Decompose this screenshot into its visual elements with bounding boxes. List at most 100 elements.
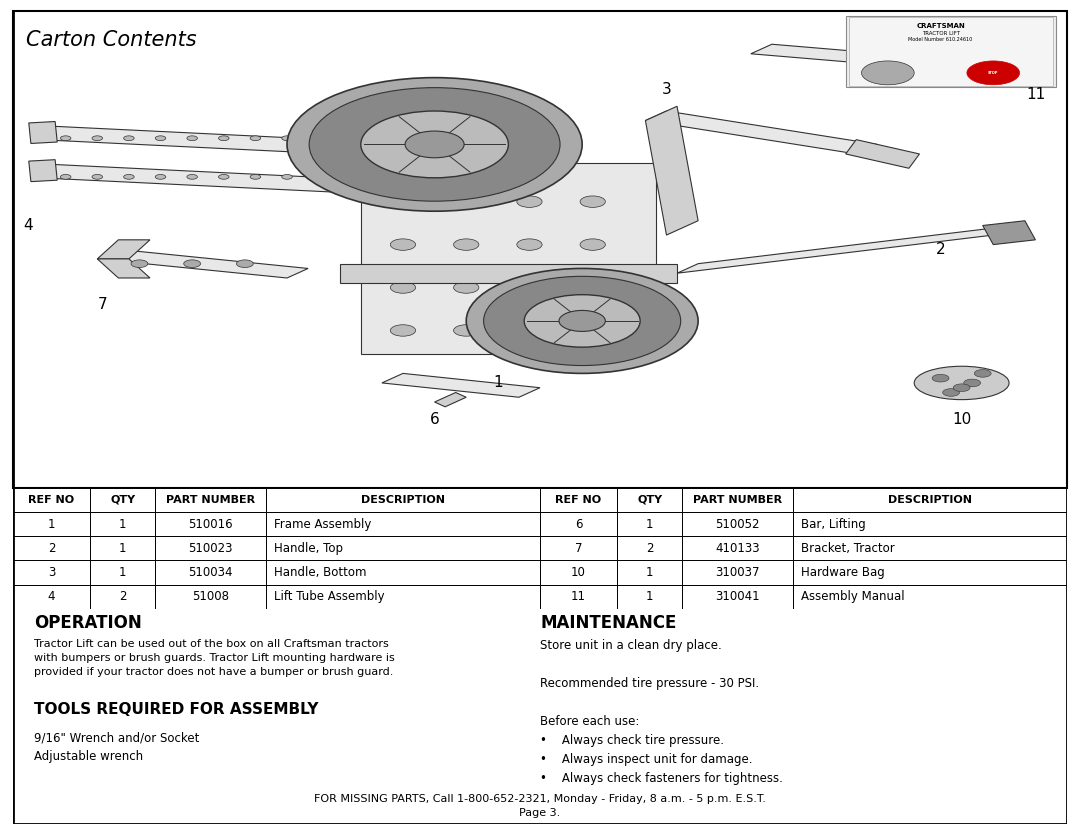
Bar <box>683 488 793 512</box>
Text: 510016: 510016 <box>188 518 233 530</box>
Circle shape <box>251 136 260 141</box>
Circle shape <box>282 136 293 141</box>
Bar <box>617 512 683 536</box>
Text: Model Number 610.24610: Model Number 610.24610 <box>908 37 973 42</box>
Circle shape <box>517 239 542 250</box>
Text: 4: 4 <box>24 218 33 233</box>
Circle shape <box>559 310 606 331</box>
Text: Handle, Bottom: Handle, Bottom <box>274 566 367 579</box>
Text: 1: 1 <box>494 375 502 390</box>
Circle shape <box>524 294 640 347</box>
Text: 1: 1 <box>646 518 653 530</box>
Text: 510023: 510023 <box>188 542 233 555</box>
Text: 2: 2 <box>119 590 126 603</box>
Bar <box>13 585 90 609</box>
Circle shape <box>218 136 229 141</box>
Bar <box>617 488 683 512</box>
Text: 10: 10 <box>951 411 971 426</box>
Bar <box>540 536 617 560</box>
Bar <box>617 560 683 585</box>
Bar <box>683 512 793 536</box>
Bar <box>540 488 617 512</box>
Circle shape <box>862 61 914 85</box>
Polygon shape <box>677 225 1014 274</box>
Circle shape <box>963 379 981 387</box>
Text: Carton Contents: Carton Contents <box>26 30 197 50</box>
Bar <box>793 536 1067 560</box>
Circle shape <box>454 196 478 208</box>
Circle shape <box>282 174 293 179</box>
Text: Bracket, Tractor: Bracket, Tractor <box>801 542 895 555</box>
Circle shape <box>580 324 606 336</box>
Circle shape <box>454 282 478 294</box>
Bar <box>540 512 617 536</box>
Text: QTY: QTY <box>637 495 662 505</box>
Bar <box>846 16 1056 88</box>
Circle shape <box>156 136 166 141</box>
Text: PART NUMBER: PART NUMBER <box>693 495 782 505</box>
Circle shape <box>484 276 680 365</box>
Text: FOR MISSING PARTS, Call 1-800-652-2321, Monday - Friday, 8 a.m. - 5 p.m. E.S.T.
: FOR MISSING PARTS, Call 1-800-652-2321, … <box>314 794 766 817</box>
Circle shape <box>187 136 198 141</box>
Bar <box>90 536 156 560</box>
Text: DESCRIPTION: DESCRIPTION <box>888 495 972 505</box>
Text: 310041: 310041 <box>715 590 760 603</box>
Text: 11: 11 <box>571 590 586 603</box>
Circle shape <box>251 174 260 179</box>
Circle shape <box>932 374 949 382</box>
Text: 7: 7 <box>575 542 582 555</box>
Circle shape <box>123 136 134 141</box>
Polygon shape <box>646 111 877 154</box>
Polygon shape <box>434 393 467 407</box>
Circle shape <box>92 136 103 141</box>
Bar <box>266 536 540 560</box>
Bar <box>156 585 266 609</box>
Circle shape <box>131 260 148 268</box>
Bar <box>13 512 90 536</box>
Circle shape <box>92 174 103 179</box>
Text: Store unit in a clean dry place.

Recommended tire pressure - 30 PSI.

Before ea: Store unit in a clean dry place. Recomme… <box>540 639 783 785</box>
Polygon shape <box>382 374 540 397</box>
Text: 11: 11 <box>1027 88 1045 103</box>
Circle shape <box>580 196 606 208</box>
Polygon shape <box>308 138 342 155</box>
Polygon shape <box>35 125 335 154</box>
Text: 1: 1 <box>119 518 126 530</box>
Circle shape <box>218 174 229 179</box>
Text: 7: 7 <box>97 297 107 312</box>
Bar <box>156 488 266 512</box>
Bar <box>361 163 656 354</box>
Text: 3: 3 <box>48 566 55 579</box>
Text: 2: 2 <box>935 242 945 257</box>
Bar <box>156 536 266 560</box>
Text: 1: 1 <box>119 566 126 579</box>
Ellipse shape <box>914 366 1009 399</box>
Bar <box>793 560 1067 585</box>
Text: CRAFTSMAN: CRAFTSMAN <box>916 23 964 28</box>
Text: MAINTENANCE: MAINTENANCE <box>540 614 676 632</box>
Polygon shape <box>29 159 57 182</box>
Text: 310037: 310037 <box>715 566 760 579</box>
Bar <box>156 512 266 536</box>
Text: REF NO: REF NO <box>555 495 602 505</box>
Text: Bar, Lifting: Bar, Lifting <box>801 518 866 530</box>
Bar <box>683 585 793 609</box>
Bar <box>793 585 1067 609</box>
Bar <box>540 560 617 585</box>
Text: Hardware Bag: Hardware Bag <box>801 566 886 579</box>
Text: Frame Assembly: Frame Assembly <box>274 518 372 530</box>
Bar <box>156 560 266 585</box>
Text: 1: 1 <box>119 542 126 555</box>
Bar <box>90 585 156 609</box>
Circle shape <box>454 239 478 250</box>
Text: 10: 10 <box>571 566 586 579</box>
Circle shape <box>60 174 71 179</box>
Text: 2: 2 <box>48 542 55 555</box>
Text: 3: 3 <box>662 82 672 97</box>
Circle shape <box>580 239 606 250</box>
Text: 410133: 410133 <box>715 542 760 555</box>
Text: STOP: STOP <box>988 71 998 75</box>
Circle shape <box>309 88 561 201</box>
Polygon shape <box>751 44 1056 78</box>
Circle shape <box>237 260 254 268</box>
